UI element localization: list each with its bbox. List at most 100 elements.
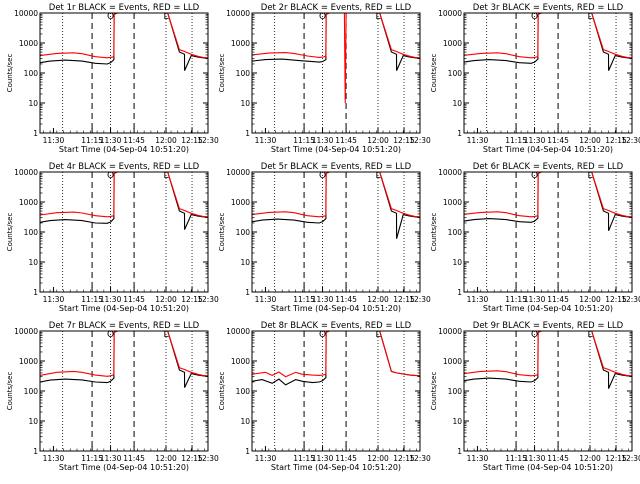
event-marker-l: L xyxy=(163,330,168,340)
y-axis-label: Counts/sec xyxy=(430,213,438,252)
x-axis-label: Start Time (04-Sep-04 10:51:20) xyxy=(59,304,189,313)
y-axis-label: Counts/sec xyxy=(6,372,14,411)
plot-frame xyxy=(39,330,209,452)
x-tick-label: 11:45 xyxy=(123,136,145,145)
x-tick-label: 11:30 xyxy=(312,454,334,463)
x-tick-label: 12:15 xyxy=(393,136,415,145)
y-tick-label: 10000 xyxy=(438,327,462,336)
x-tick-label: 12:00 xyxy=(367,136,389,145)
y-axis-label: Counts/sec xyxy=(218,213,226,252)
x-tick-label: 11:30 xyxy=(255,454,277,463)
event-marker-l: L xyxy=(375,12,380,22)
y-tick-label: 10000 xyxy=(438,168,462,177)
x-axis-label: Start Time (04-Sep-04 10:51:20) xyxy=(483,145,613,154)
y-tick-label: 10 xyxy=(28,417,38,426)
y-tick-label: 1 xyxy=(245,288,250,297)
x-tick-label: 12:15 xyxy=(393,454,415,463)
x-tick-label: 11:15 xyxy=(81,295,103,304)
panel-title: Det 4r BLACK = Events, RED = LLD xyxy=(49,162,200,172)
x-tick-label: 12:30 xyxy=(621,136,640,145)
series-lld-line xyxy=(39,330,209,377)
panel-title: Det 7r BLACK = Events, RED = LLD xyxy=(49,321,200,331)
series-events-line xyxy=(251,171,421,239)
series-lld-line xyxy=(463,12,633,59)
y-tick-label: 1 xyxy=(245,447,250,456)
x-tick-label: 11:45 xyxy=(123,295,145,304)
y-tick-label: 10 xyxy=(452,99,462,108)
y-tick-label: 100 xyxy=(236,387,251,396)
x-tick-label: 12:15 xyxy=(605,295,627,304)
y-tick-label: 100 xyxy=(24,387,39,396)
x-tick-label: 11:30 xyxy=(43,136,65,145)
event-marker-o: O xyxy=(319,12,326,22)
x-tick-label: 11:45 xyxy=(123,454,145,463)
panel-title: Det 6r BLACK = Events, RED = LLD xyxy=(473,162,624,172)
x-tick-label: 11:30 xyxy=(100,136,122,145)
event-marker-l: L xyxy=(163,12,168,22)
y-tick-label: 100 xyxy=(236,69,251,78)
series-events-line xyxy=(39,12,209,71)
y-tick-label: 10 xyxy=(240,417,250,426)
panel-title: Det 2r BLACK = Events, RED = LLD xyxy=(261,3,412,13)
x-tick-label: 12:00 xyxy=(155,136,177,145)
x-tick-label: 12:00 xyxy=(155,295,177,304)
x-tick-label: 11:15 xyxy=(505,136,527,145)
x-tick-label: 12:15 xyxy=(605,136,627,145)
y-tick-label: 1000 xyxy=(443,357,462,366)
x-tick-label: 11:30 xyxy=(43,454,65,463)
x-axis-label: Start Time (04-Sep-04 10:51:20) xyxy=(271,463,401,472)
x-axis-label: Start Time (04-Sep-04 10:51:20) xyxy=(271,145,401,154)
series-events-line xyxy=(463,12,633,71)
y-axis-label: Counts/sec xyxy=(430,54,438,93)
x-tick-label: 11:45 xyxy=(547,295,569,304)
event-marker-l: L xyxy=(375,330,380,340)
y-tick-label: 1 xyxy=(33,447,38,456)
series-events-line xyxy=(463,171,633,232)
x-tick-label: 12:00 xyxy=(155,454,177,463)
y-tick-label: 100 xyxy=(24,228,39,237)
x-tick-label: 12:15 xyxy=(181,136,203,145)
y-tick-label: 10 xyxy=(240,99,250,108)
event-marker-l: L xyxy=(587,12,592,22)
y-tick-label: 10000 xyxy=(14,327,38,336)
x-axis-label: Start Time (04-Sep-04 10:51:20) xyxy=(483,304,613,313)
event-marker-l: L xyxy=(375,171,380,181)
y-tick-label: 1 xyxy=(457,447,462,456)
y-tick-label: 100 xyxy=(24,69,39,78)
y-tick-label: 1000 xyxy=(443,39,462,48)
y-tick-label: 10000 xyxy=(226,327,250,336)
y-axis-label: Counts/sec xyxy=(430,372,438,411)
series-lld-line xyxy=(39,12,209,59)
event-marker-o: O xyxy=(107,330,114,340)
event-marker-o: O xyxy=(531,171,538,181)
y-axis-label: Counts/sec xyxy=(218,372,226,411)
y-tick-label: 100 xyxy=(448,228,463,237)
event-marker-l: L xyxy=(587,171,592,181)
panel-title: Det 1r BLACK = Events, RED = LLD xyxy=(49,3,200,13)
x-tick-label: 12:30 xyxy=(409,136,431,145)
y-tick-label: 10 xyxy=(452,417,462,426)
x-tick-label: 11:15 xyxy=(505,295,527,304)
x-tick-label: 12:30 xyxy=(197,295,219,304)
series-events-line xyxy=(39,330,209,388)
x-tick-label: 11:30 xyxy=(255,295,277,304)
x-tick-label: 12:30 xyxy=(621,454,640,463)
x-tick-label: 11:30 xyxy=(467,295,489,304)
panel-title: Det 3r BLACK = Events, RED = LLD xyxy=(473,3,624,13)
y-tick-label: 1000 xyxy=(19,39,38,48)
event-marker-o: O xyxy=(319,330,326,340)
series-lld-line xyxy=(463,171,633,218)
y-tick-label: 1 xyxy=(457,288,462,297)
x-tick-label: 11:15 xyxy=(81,454,103,463)
x-tick-label: 12:00 xyxy=(367,454,389,463)
y-tick-label: 1000 xyxy=(19,198,38,207)
